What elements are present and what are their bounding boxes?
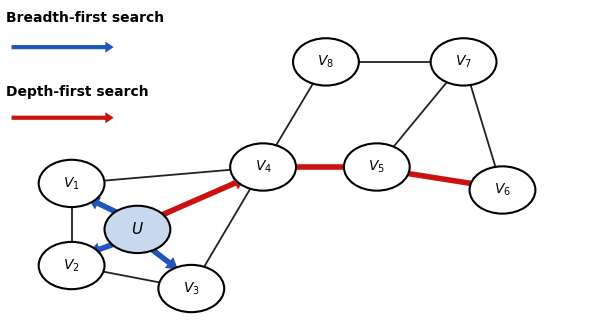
Ellipse shape [431, 38, 496, 86]
Text: Breadth-first search: Breadth-first search [6, 11, 164, 25]
Text: Depth-first search: Depth-first search [6, 85, 149, 99]
Text: $V_{6}$: $V_{6}$ [494, 182, 511, 198]
Ellipse shape [39, 242, 104, 289]
FancyArrowPatch shape [149, 246, 178, 269]
Text: $V_{1}$: $V_{1}$ [63, 175, 80, 192]
FancyArrowPatch shape [283, 160, 357, 174]
Ellipse shape [344, 143, 410, 191]
FancyArrowPatch shape [396, 169, 483, 190]
Ellipse shape [39, 160, 104, 207]
Text: $V_{7}$: $V_{7}$ [455, 54, 472, 70]
Ellipse shape [158, 265, 224, 312]
Ellipse shape [230, 143, 296, 191]
FancyArrowPatch shape [89, 239, 121, 256]
Ellipse shape [104, 206, 170, 253]
Text: $V_{2}$: $V_{2}$ [63, 257, 80, 274]
Text: $V_{4}$: $V_{4}$ [254, 159, 272, 175]
Ellipse shape [469, 166, 535, 214]
FancyArrowPatch shape [154, 177, 245, 220]
Text: $V_{8}$: $V_{8}$ [318, 54, 335, 70]
Ellipse shape [293, 38, 359, 86]
Text: $V_{5}$: $V_{5}$ [368, 159, 385, 175]
FancyArrowPatch shape [88, 197, 122, 217]
Text: $U$: $U$ [131, 221, 144, 237]
Text: $V_{3}$: $V_{3}$ [183, 280, 200, 297]
